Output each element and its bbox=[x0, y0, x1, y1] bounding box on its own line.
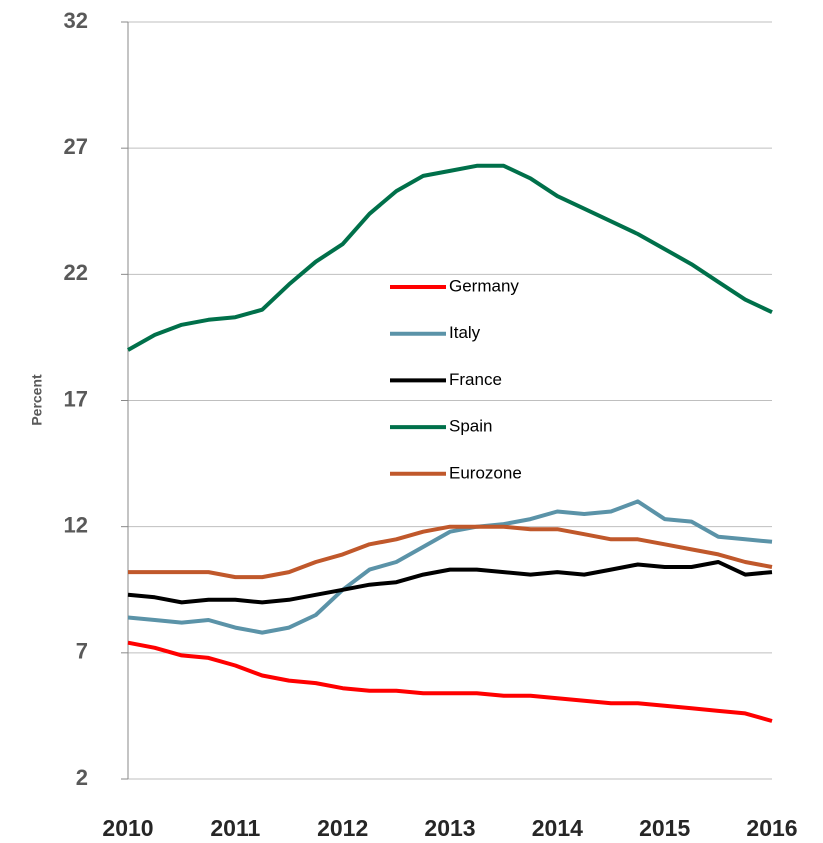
legend-label: Italy bbox=[449, 323, 481, 342]
y-tick-label: 7 bbox=[76, 639, 88, 664]
y-tick-label: 22 bbox=[64, 260, 88, 285]
y-tick-label: 17 bbox=[64, 386, 88, 411]
y-tick-label: 32 bbox=[64, 8, 88, 33]
legend-label: France bbox=[449, 370, 502, 389]
legend-label: Eurozone bbox=[449, 463, 522, 482]
y-tick-label: 12 bbox=[64, 512, 88, 537]
legend-label: Spain bbox=[449, 417, 492, 436]
y-axis-label: Percent bbox=[29, 374, 45, 426]
series-line bbox=[128, 524, 773, 580]
y-tick-label: 27 bbox=[64, 134, 88, 159]
legend-label: Germany bbox=[449, 276, 519, 295]
x-tick-label: 2014 bbox=[532, 815, 583, 841]
series-line bbox=[127, 560, 773, 605]
series-line bbox=[127, 499, 773, 635]
x-tick-label: 2015 bbox=[639, 815, 690, 841]
series-line bbox=[127, 163, 773, 352]
y-tick-label: 2 bbox=[76, 765, 88, 790]
x-tick-label: 2016 bbox=[746, 815, 797, 841]
x-tick-label: 2010 bbox=[102, 815, 153, 841]
x-tick-label: 2013 bbox=[424, 815, 475, 841]
x-tick-label: 2012 bbox=[317, 815, 368, 841]
series-line bbox=[127, 640, 773, 723]
x-tick-label: 2011 bbox=[210, 815, 260, 841]
